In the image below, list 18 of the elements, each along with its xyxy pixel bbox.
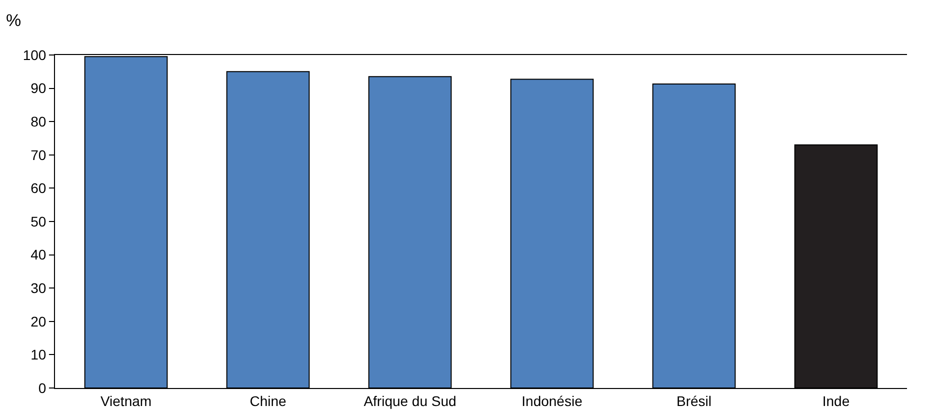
y-tick-label: 70: [30, 146, 46, 163]
x-tick-label: Indonésie: [522, 392, 583, 409]
y-tick-label: 30: [30, 280, 46, 296]
x-tick-label: Inde: [822, 392, 850, 409]
y-tick-label: 90: [30, 80, 46, 96]
x-tick-label: Vietnam: [100, 392, 152, 409]
y-tick-label: 40: [30, 246, 46, 263]
y-tick-label: 0: [38, 380, 46, 396]
y-axis-title: %: [6, 11, 22, 30]
x-tick-label: Afrique du Sud: [364, 392, 456, 409]
y-tick-label: 80: [30, 114, 46, 130]
y-tick-label: 50: [30, 213, 46, 230]
x-tick-label: Brésil: [676, 392, 712, 409]
y-tick-label: 10: [30, 346, 46, 363]
x-tick-label: Chine: [250, 392, 286, 409]
y-tick-label: 100: [22, 46, 46, 63]
y-tick-label: 60: [30, 180, 46, 196]
y-tick-label: 20: [30, 313, 46, 330]
